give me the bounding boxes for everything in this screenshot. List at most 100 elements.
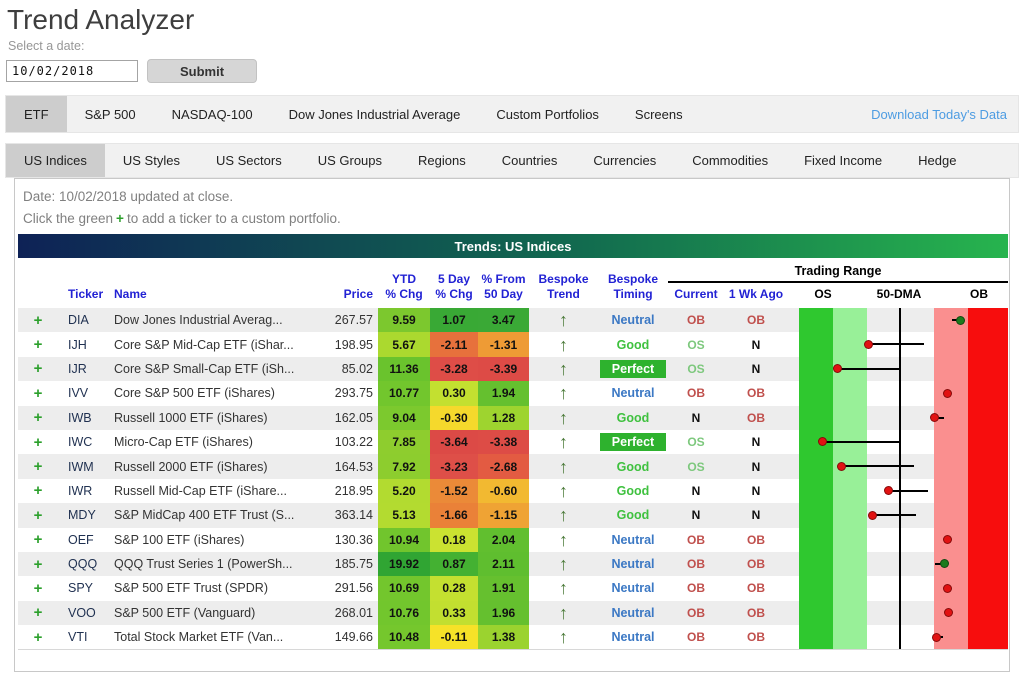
add-ticker-plus-icon[interactable]: + bbox=[33, 409, 43, 427]
tab-us-sectors[interactable]: US Sectors bbox=[215, 153, 282, 168]
hint-after: to add a ticker to a custom portfolio. bbox=[126, 211, 341, 226]
name-cell: Core S&P 500 ETF (iShares) bbox=[114, 386, 275, 401]
add-ticker-plus-icon[interactable]: + bbox=[33, 628, 43, 646]
timing-badge: Neutral bbox=[611, 581, 655, 596]
table-row: + DIA Dow Jones Industrial Averag... 267… bbox=[18, 308, 1008, 333]
week-range-line bbox=[868, 343, 924, 346]
submit-button[interactable]: Submit bbox=[147, 59, 257, 83]
table-row: + QQQ QQQ Trust Series 1 (PowerSh... 185… bbox=[18, 551, 1008, 577]
pct-from-50day-cell: 1.91 bbox=[478, 576, 529, 601]
week-ago-level-cell: OB bbox=[747, 605, 765, 620]
add-ticker-plus-icon[interactable]: + bbox=[33, 506, 43, 524]
week-ago-level-cell: OB bbox=[747, 410, 765, 425]
pct-from-50day-cell: -1.31 bbox=[478, 332, 529, 357]
pct-from-50day-cell: -0.60 bbox=[478, 478, 529, 504]
price-cell: 198.95 bbox=[334, 337, 373, 352]
tab-s-p-500[interactable]: S&P 500 bbox=[84, 106, 136, 122]
col-header-1wk-ago: 1 Wk Ago bbox=[728, 287, 784, 301]
trading-range-chart bbox=[799, 381, 1008, 406]
date-input[interactable] bbox=[6, 60, 138, 82]
tab-us-styles[interactable]: US Styles bbox=[122, 153, 180, 168]
current-price-dot bbox=[929, 413, 939, 423]
add-ticker-plus-icon[interactable]: + bbox=[33, 360, 43, 378]
pct-from-50day-cell: -2.68 bbox=[478, 454, 529, 479]
tab-dow-jones-industrial-average[interactable]: Dow Jones Industrial Average bbox=[288, 106, 461, 122]
timing-badge: Good bbox=[616, 459, 650, 474]
table-row: + IWC Micro-Cap ETF (iShares) 103.22 7.8… bbox=[18, 429, 1008, 455]
trading-range-chart bbox=[799, 527, 1008, 553]
download-data-link[interactable]: Download Today's Data bbox=[871, 106, 1007, 122]
trading-range-chart bbox=[799, 332, 1008, 358]
tab-nasdaq-100[interactable]: NASDAQ-100 bbox=[171, 106, 253, 122]
current-level-cell: N bbox=[691, 483, 701, 498]
timing-badge: Neutral bbox=[611, 605, 655, 620]
add-ticker-plus-icon[interactable]: + bbox=[33, 555, 43, 573]
five-day-chg-cell: -0.30 bbox=[430, 405, 478, 430]
timing-badge: Good bbox=[616, 508, 650, 523]
price-cell: 130.36 bbox=[334, 532, 373, 547]
date-status-text: Date: 10/02/2018 updated at close. bbox=[23, 189, 234, 204]
ticker-cell: VTI bbox=[68, 630, 88, 645]
axis-label-os: OS bbox=[814, 287, 832, 301]
add-ticker-plus-icon[interactable]: + bbox=[33, 604, 43, 622]
add-ticker-plus-icon[interactable]: + bbox=[33, 482, 43, 500]
primary-tabstrip: ETF S&P 500 NASDAQ-100 Dow Jones Industrial… bbox=[5, 95, 1019, 133]
trading-range-chart bbox=[799, 429, 1008, 455]
tab-countries[interactable]: Countries bbox=[501, 153, 558, 168]
table-row: + VOO S&P 500 ETF (Vanguard) 268.01 10.7… bbox=[18, 600, 1008, 626]
add-ticker-plus-icon[interactable]: + bbox=[33, 433, 43, 451]
plus-icon: + bbox=[116, 211, 124, 226]
name-cell: Total Stock Market ETF (Van... bbox=[114, 630, 284, 645]
tab-fixed-income[interactable]: Fixed Income bbox=[804, 153, 883, 168]
tab-us-indices[interactable]: US Indices bbox=[6, 144, 105, 177]
trend-up-arrow-icon: ↑ bbox=[559, 602, 568, 623]
ytd-chg-cell: 10.94 bbox=[378, 527, 430, 552]
table-row: + VTI Total Stock Market ETF (Van... 149… bbox=[18, 625, 1008, 650]
tab-custom-portfolios[interactable]: Custom Portfolios bbox=[496, 106, 599, 122]
table-row: + OEF S&P 100 ETF (iShares) 130.36 10.94… bbox=[18, 527, 1008, 553]
add-ticker-plus-icon[interactable]: + bbox=[33, 458, 43, 476]
col-header-from50: % From 50 Day bbox=[481, 272, 526, 301]
current-level-cell: OB bbox=[687, 386, 705, 401]
tab-screens[interactable]: Screens bbox=[634, 106, 683, 122]
name-cell: S&P 500 ETF Trust (SPDR) bbox=[114, 581, 268, 596]
table-header: Ticker Name Price YTD% Chg 5 Day% Chg % … bbox=[18, 258, 1008, 308]
tab-regions[interactable]: Regions bbox=[418, 153, 466, 168]
five-day-chg-cell: 0.33 bbox=[430, 600, 478, 626]
current-level-cell: OB bbox=[687, 532, 705, 547]
tab-currencies[interactable]: Currencies bbox=[593, 153, 657, 168]
add-ticker-plus-icon[interactable]: + bbox=[33, 311, 43, 329]
tab-etf[interactable]: ETF bbox=[6, 96, 67, 132]
trend-up-arrow-icon: ↑ bbox=[559, 432, 568, 453]
current-price-dot bbox=[942, 583, 952, 593]
pct-from-50day-cell: 2.11 bbox=[478, 551, 529, 577]
ytd-chg-cell: 7.85 bbox=[378, 429, 430, 455]
ticker-cell: IWR bbox=[68, 483, 93, 498]
col-header-5day: 5 Day% Chg bbox=[435, 272, 473, 301]
price-cell: 149.66 bbox=[334, 630, 373, 645]
five-day-chg-cell: 0.87 bbox=[430, 551, 478, 577]
week-range-line bbox=[841, 465, 914, 468]
col-header-ytd: YTD% Chg bbox=[385, 272, 423, 301]
trend-up-arrow-icon: ↑ bbox=[559, 554, 568, 575]
pct-from-50day-cell: 1.96 bbox=[478, 600, 529, 626]
name-cell: Russell 2000 ETF (iShares) bbox=[114, 459, 268, 474]
tab-hedge[interactable]: Hedge bbox=[918, 153, 957, 168]
trading-range-chart bbox=[799, 454, 1008, 480]
ytd-chg-cell: 10.77 bbox=[378, 381, 430, 406]
add-ticker-plus-icon[interactable]: + bbox=[33, 531, 43, 549]
add-ticker-plus-icon[interactable]: + bbox=[33, 384, 43, 402]
ytd-chg-cell: 5.20 bbox=[378, 478, 430, 504]
week-ago-level-cell: N bbox=[751, 483, 761, 498]
tab-us-groups[interactable]: US Groups bbox=[317, 153, 383, 168]
five-day-chg-cell: -3.64 bbox=[430, 429, 478, 455]
tab-commodities[interactable]: Commodities bbox=[692, 153, 769, 168]
add-ticker-plus-icon[interactable]: + bbox=[33, 336, 43, 354]
name-cell: Core S&P Small-Cap ETF (iSh... bbox=[114, 361, 295, 376]
add-ticker-plus-icon[interactable]: + bbox=[33, 579, 43, 597]
col-header-ticker: Ticker bbox=[68, 287, 104, 301]
current-level-cell: OB bbox=[687, 313, 705, 328]
table-row: + IWB Russell 1000 ETF (iShares) 162.05 … bbox=[18, 405, 1008, 431]
week-range-line bbox=[872, 514, 916, 517]
pct-from-50day-cell: 1.94 bbox=[478, 381, 529, 406]
